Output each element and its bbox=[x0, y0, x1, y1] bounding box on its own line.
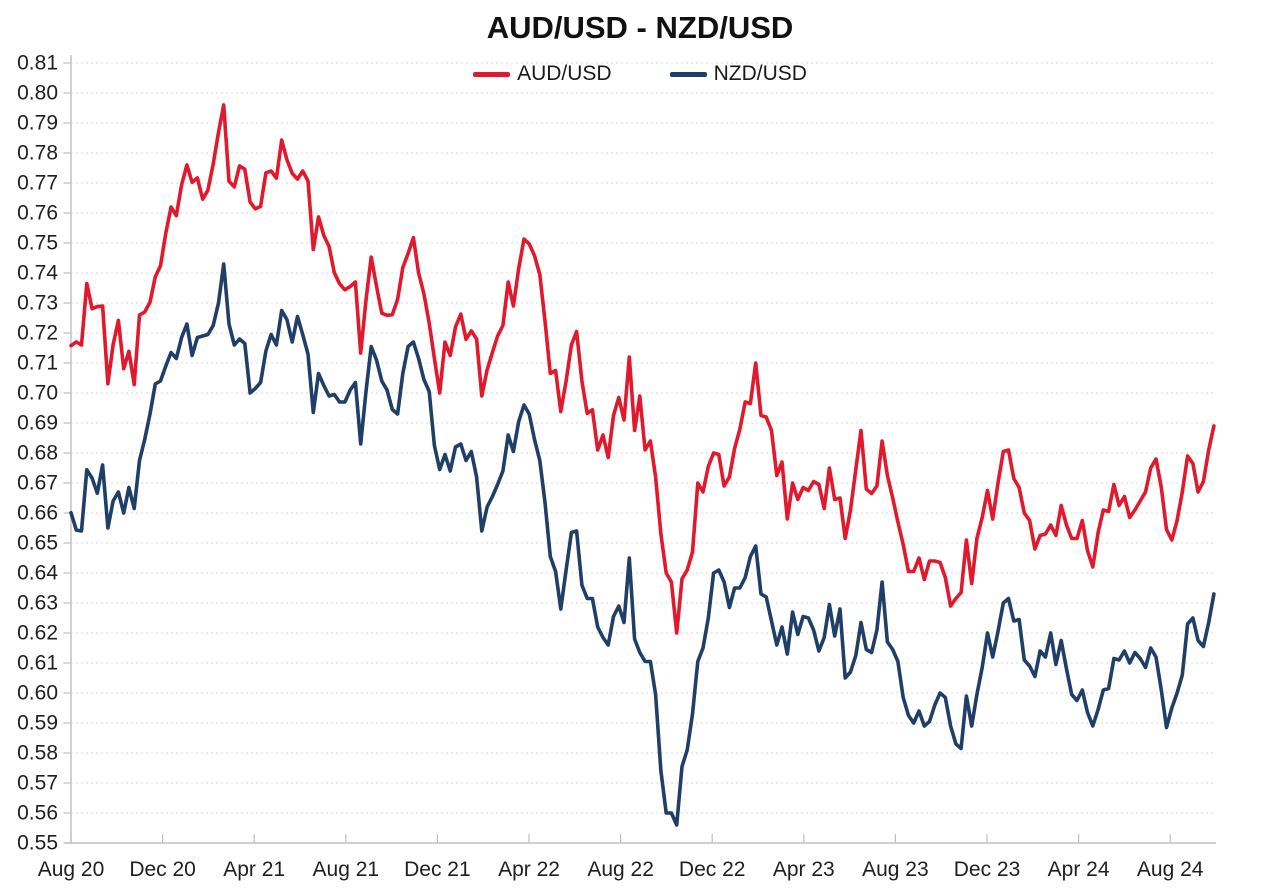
svg-text:0.62: 0.62 bbox=[17, 622, 58, 645]
svg-text:0.78: 0.78 bbox=[17, 142, 58, 165]
svg-text:0.63: 0.63 bbox=[17, 592, 58, 615]
legend: AUD/USD NZD/USD bbox=[0, 62, 1280, 86]
svg-text:0.69: 0.69 bbox=[17, 412, 58, 435]
svg-text:Dec 20: Dec 20 bbox=[129, 858, 196, 881]
svg-text:0.68: 0.68 bbox=[17, 442, 58, 465]
svg-text:0.67: 0.67 bbox=[17, 472, 58, 495]
svg-text:0.65: 0.65 bbox=[17, 532, 58, 555]
y-gridlines bbox=[71, 62, 1216, 814]
svg-text:0.74: 0.74 bbox=[17, 262, 58, 285]
svg-text:0.73: 0.73 bbox=[17, 292, 58, 315]
svg-text:Aug 24: Aug 24 bbox=[1137, 858, 1204, 881]
legend-label-nzd-usd: NZD/USD bbox=[713, 62, 807, 85]
svg-text:Apr 24: Apr 24 bbox=[1048, 858, 1110, 881]
svg-text:Dec 23: Dec 23 bbox=[954, 858, 1021, 881]
svg-text:Apr 22: Apr 22 bbox=[498, 858, 560, 881]
x-axis-ticks bbox=[70, 834, 1171, 843]
svg-text:0.81: 0.81 bbox=[17, 52, 58, 75]
nzd-usd-line bbox=[69, 262, 1216, 827]
svg-text:0.61: 0.61 bbox=[17, 652, 58, 675]
svg-text:0.59: 0.59 bbox=[17, 712, 58, 735]
svg-text:0.71: 0.71 bbox=[17, 352, 58, 375]
svg-text:Aug 23: Aug 23 bbox=[862, 858, 929, 881]
y-tick-labels: 0.55 0.56 0.57 0.58 0.59 0.60 0.61 0.62 0.63 0.64… bbox=[17, 52, 58, 855]
svg-text:0.76: 0.76 bbox=[17, 202, 58, 225]
svg-text:0.75: 0.75 bbox=[17, 232, 58, 255]
svg-text:0.79: 0.79 bbox=[17, 112, 58, 135]
svg-text:0.56: 0.56 bbox=[17, 802, 58, 825]
aud-usd-line bbox=[69, 103, 1216, 635]
svg-text:0.55: 0.55 bbox=[17, 832, 58, 855]
svg-text:0.77: 0.77 bbox=[17, 172, 58, 195]
svg-text:Dec 22: Dec 22 bbox=[679, 858, 746, 881]
nzd-usd-line-swatch bbox=[669, 71, 707, 77]
svg-text:0.64: 0.64 bbox=[17, 562, 58, 585]
svg-text:0.80: 0.80 bbox=[17, 82, 58, 105]
y-axis-ticks bbox=[63, 62, 71, 844]
svg-text:Aug 22: Aug 22 bbox=[587, 858, 654, 881]
svg-text:Apr 23: Apr 23 bbox=[773, 858, 835, 881]
legend-label-aud-usd: AUD/USD bbox=[517, 62, 612, 85]
svg-text:0.60: 0.60 bbox=[17, 682, 58, 705]
chart-title: AUD/USD - NZD/USD bbox=[486, 10, 794, 45]
svg-text:Aug 21: Aug 21 bbox=[313, 858, 380, 881]
x-tick-labels: Aug 20 Dec 20 Apr 21 Aug 21 Dec 21 Apr 22 Aug … bbox=[38, 858, 1204, 881]
legend-item-nzd-usd: NZD/USD bbox=[669, 62, 807, 86]
svg-text:0.58: 0.58 bbox=[17, 742, 58, 765]
aud-usd-line-swatch bbox=[473, 71, 511, 77]
svg-text:0.70: 0.70 bbox=[17, 382, 58, 405]
svg-text:0.72: 0.72 bbox=[17, 322, 58, 345]
svg-text:0.57: 0.57 bbox=[17, 772, 58, 795]
svg-text:Apr 21: Apr 21 bbox=[223, 858, 285, 881]
svg-text:0.66: 0.66 bbox=[17, 502, 58, 525]
legend-item-aud-usd: AUD/USD bbox=[473, 62, 612, 86]
svg-text:Aug 20: Aug 20 bbox=[38, 858, 105, 881]
svg-text:Dec 21: Dec 21 bbox=[404, 858, 471, 881]
